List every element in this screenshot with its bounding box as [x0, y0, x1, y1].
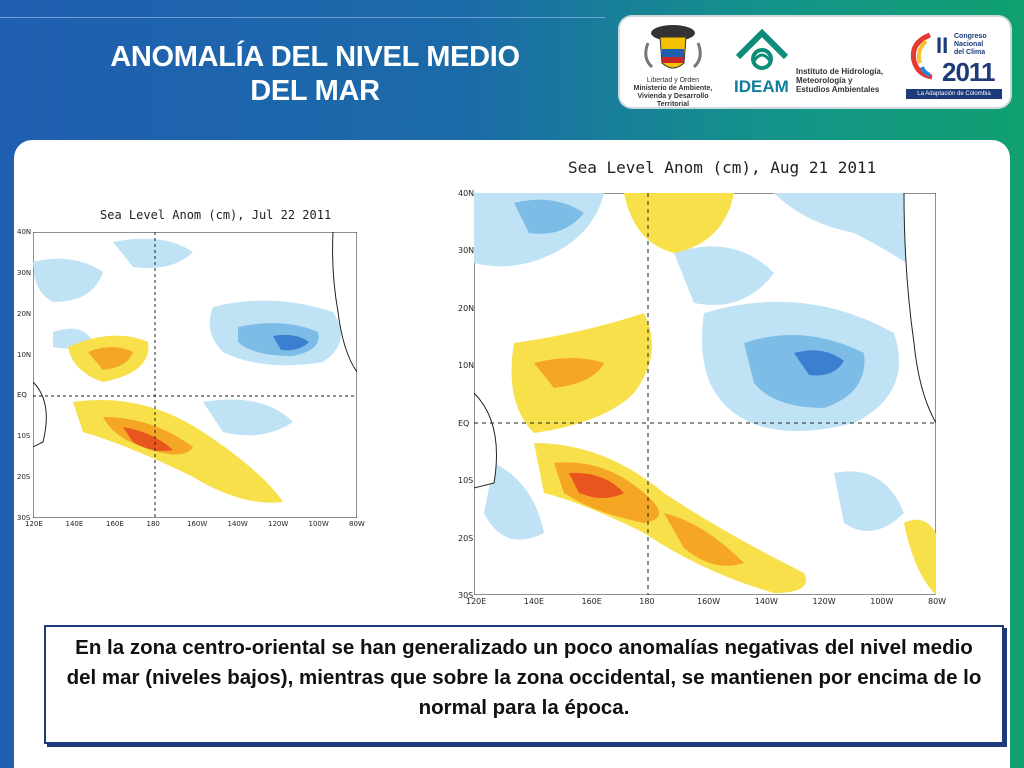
map-2-plot — [473, 192, 937, 596]
map-2 — [473, 192, 937, 596]
map-2-xtick: 140W — [754, 597, 778, 606]
ideam-logo: IDEAM Instituto de Hidrología, Meteorolo… — [732, 23, 892, 101]
map-2-ytick: 40N — [458, 189, 475, 198]
title-line-2: DEL MAR — [250, 75, 380, 107]
congreso-roman: II — [936, 33, 949, 58]
ministerio-logo: Libertad y Orden Ministerio de Ambiente,… — [628, 23, 718, 108]
congreso-line-1: Congreso — [954, 33, 987, 40]
map-1-ytick: 30S — [17, 514, 31, 522]
map-1-xtick: 160E — [106, 520, 124, 528]
ideam-line-3: Estudios Ambientales — [796, 85, 880, 94]
logo-bar: Libertad y Orden Ministerio de Ambiente,… — [620, 17, 1010, 108]
map-2-xtick: 100W — [870, 597, 894, 606]
map-1-ytick: 10N — [17, 350, 32, 359]
map-2-xtick: 160E — [581, 597, 602, 606]
caption-box: En la zona centro-oriental se han genera… — [44, 625, 1004, 744]
map-1-ytick: 20S — [17, 473, 31, 482]
map-1-xtick: 100W — [308, 520, 329, 528]
map-2-title: Sea Level Anom (cm), Aug 21 2011 — [568, 158, 877, 177]
map-1-plot — [32, 231, 358, 519]
map-1-ytick: EQ — [17, 391, 27, 400]
map-2-ytick: 30N — [458, 246, 475, 256]
map-1 — [32, 231, 358, 519]
caption-text: En la zona centro-oriental se han genera… — [66, 636, 982, 719]
congreso-line-2: Nacional — [954, 41, 984, 48]
ideam-icon — [735, 28, 789, 70]
map-1-xtick: 120E — [25, 520, 43, 528]
congreso-clima-logo: II Congreso Nacional del Clima 2011 La A… — [906, 23, 1004, 101]
map-2-xtick: 80W — [928, 597, 947, 606]
map-2-ytick: 20S — [458, 533, 474, 543]
swirl-icon — [910, 32, 933, 80]
map-2-ytick: 10S — [458, 476, 474, 486]
ideam-line-2: Meteorología y — [796, 76, 853, 85]
map-1-xtick: 140W — [227, 520, 248, 528]
ministerio-name-2: Vivienda y Desarrollo Territorial — [637, 93, 709, 108]
congreso-line-3: del Clima — [954, 49, 986, 56]
map-2-ytick: 10N — [458, 361, 475, 371]
coat-of-arms-icon — [644, 25, 702, 69]
map-1-title: Sea Level Anom (cm), Jul 22 2011 — [100, 208, 332, 222]
map-1-ytick: 10S — [17, 432, 31, 441]
congreso-year: 2011 — [942, 57, 995, 87]
map-1-xtick: 140E — [65, 520, 84, 528]
map-2-xtick: 120E — [466, 597, 487, 606]
ideam-wordmark: IDEAM — [734, 77, 789, 96]
map-2-xtick: 140E — [523, 597, 545, 606]
map-1-ytick: 30N — [17, 268, 32, 277]
ministerio-name: Ministerio de Ambiente, — [633, 85, 713, 92]
map-2-ytick: 30S — [458, 591, 474, 600]
map-1-ytick: 40N — [17, 228, 32, 236]
congreso-tagline: La Adaptación de Colombia — [906, 89, 1002, 99]
map-2-ytick: 20N — [458, 303, 475, 313]
slide-title: ANOMALÍA DEL NIVEL MEDIO DEL MAR — [60, 40, 570, 108]
map-2-xtick: 120W — [812, 597, 836, 606]
title-line-1: ANOMALÍA DEL NIVEL MEDIO — [110, 41, 520, 73]
map-1-ytick: 20N — [17, 309, 32, 318]
map-2-ytick: EQ — [458, 418, 470, 428]
map-1-xtick: 80W — [349, 520, 365, 528]
map-1-xtick: 120W — [268, 520, 289, 528]
map-1-xtick: 160W — [187, 520, 208, 528]
map-1-xtick: 180 — [146, 520, 160, 528]
ideam-line-1: Instituto de Hidrología, — [796, 67, 884, 76]
header-rule — [0, 17, 605, 18]
map-2-xtick: 180 — [639, 597, 655, 606]
ministerio-motto: Libertad y Orden — [646, 77, 700, 84]
map-2-xtick: 160W — [697, 597, 721, 606]
